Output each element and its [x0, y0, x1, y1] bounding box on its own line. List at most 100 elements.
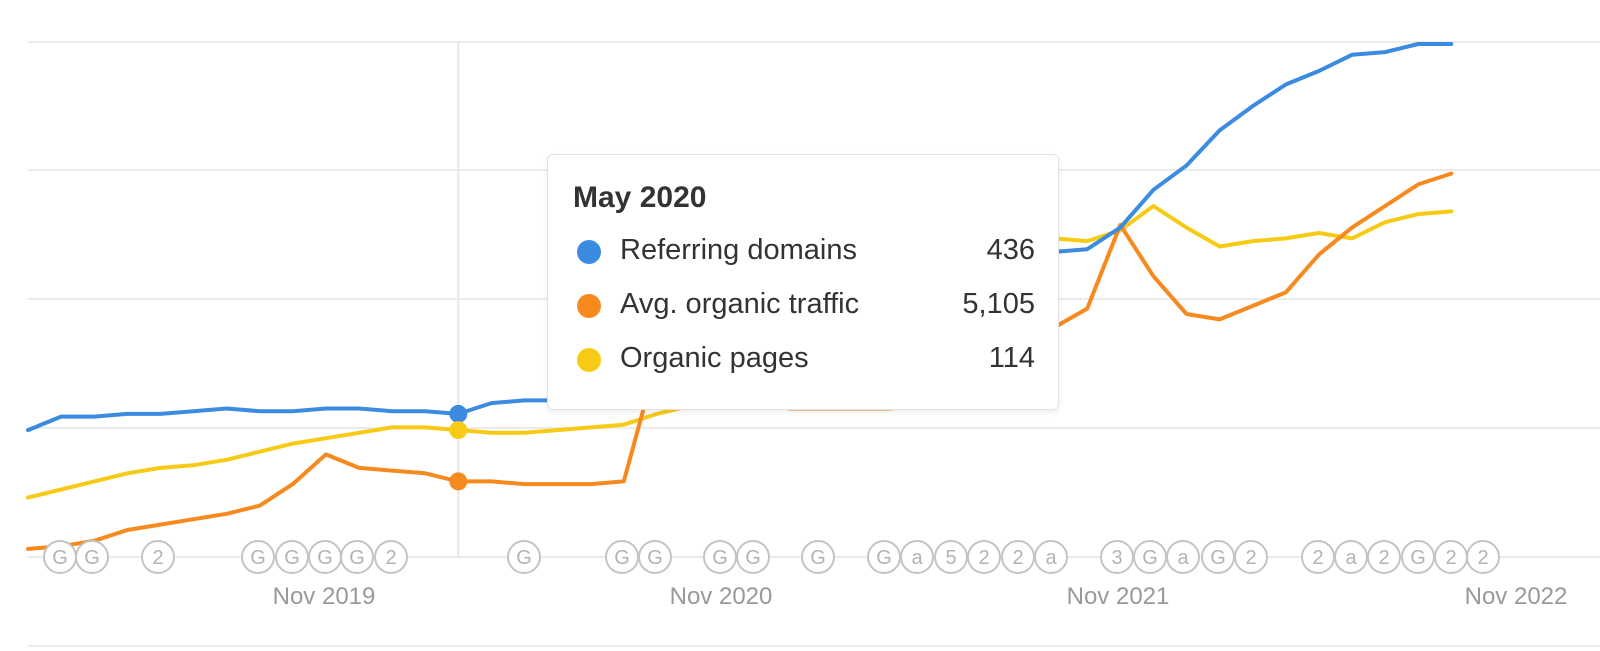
- event-marker-circle: [967, 540, 1001, 574]
- event-marker-label: 2: [1445, 547, 1456, 569]
- event-marker[interactable]: 2: [374, 540, 408, 574]
- event-marker[interactable]: 2: [141, 540, 175, 574]
- legend-dot-avg-organic-traffic: [577, 294, 601, 318]
- event-marker[interactable]: G: [1201, 540, 1235, 574]
- tooltip: May 2020 Referring domains 436 Avg. orga…: [547, 154, 1059, 410]
- event-marker[interactable]: G: [507, 540, 541, 574]
- event-marker[interactable]: G: [340, 540, 374, 574]
- event-marker-label: 2: [1245, 547, 1256, 569]
- event-marker-label: G: [52, 547, 68, 569]
- event-marker[interactable]: 2: [1434, 540, 1468, 574]
- event-marker-circle: [736, 540, 770, 574]
- x-tick-label: Nov 2022: [1465, 583, 1568, 610]
- highlight-point-avg-organic-traffic: [449, 472, 468, 491]
- event-marker[interactable]: 2: [1001, 540, 1035, 574]
- event-marker-circle: [241, 540, 275, 574]
- event-marker-label: G: [810, 547, 826, 569]
- event-marker[interactable]: a: [1034, 540, 1068, 574]
- event-marker[interactable]: G: [638, 540, 672, 574]
- tooltip-row-referring-domains: Referring domains 436: [573, 233, 1035, 273]
- highlight-point-referring-domains: [449, 404, 468, 423]
- event-marker-label: a: [1045, 547, 1057, 569]
- tooltip-title: May 2020: [573, 181, 707, 214]
- event-marker-label: 5: [945, 547, 956, 569]
- event-marker[interactable]: 5: [934, 540, 968, 574]
- tooltip-label: Referring domains: [620, 234, 857, 266]
- event-marker-label: G: [349, 547, 365, 569]
- event-marker-circle: [1466, 540, 1500, 574]
- event-marker[interactable]: G: [1133, 540, 1167, 574]
- event-marker[interactable]: 2: [1466, 540, 1500, 574]
- event-marker-circle: [1034, 540, 1068, 574]
- event-marker-circle: [1166, 540, 1200, 574]
- event-marker-label: 2: [1312, 547, 1323, 569]
- event-marker-label: G: [250, 547, 266, 569]
- event-marker[interactable]: G: [1401, 540, 1435, 574]
- event-marker[interactable]: 2: [1234, 540, 1268, 574]
- tooltip-value: 5,105: [962, 288, 1035, 320]
- event-marker[interactable]: G: [241, 540, 275, 574]
- tooltip-label: Organic pages: [620, 342, 809, 374]
- tooltip-label: Avg. organic traffic: [620, 288, 860, 320]
- event-marker[interactable]: G: [308, 540, 342, 574]
- event-marker-label: 2: [1012, 547, 1023, 569]
- highlight-point-organic-pages: [449, 421, 468, 440]
- event-marker-circle: [638, 540, 672, 574]
- event-marker-label: G: [516, 547, 532, 569]
- event-marker-label: 3: [1111, 547, 1122, 569]
- event-marker-label: G: [876, 547, 892, 569]
- event-marker[interactable]: a: [1334, 540, 1368, 574]
- event-marker-circle: [900, 540, 934, 574]
- legend-dot-organic-pages: [577, 348, 601, 372]
- event-marker-label: a: [1345, 547, 1357, 569]
- event-marker-label: G: [745, 547, 761, 569]
- event-marker[interactable]: G: [736, 540, 770, 574]
- event-marker-label: G: [647, 547, 663, 569]
- event-marker-circle: [374, 540, 408, 574]
- tooltip-value: 114: [988, 342, 1035, 374]
- event-marker[interactable]: a: [900, 540, 934, 574]
- event-marker-circle: [1234, 540, 1268, 574]
- event-marker[interactable]: G: [703, 540, 737, 574]
- event-marker[interactable]: 2: [1367, 540, 1401, 574]
- x-tick-label: Nov 2019: [273, 583, 376, 610]
- event-marker-circle: [141, 540, 175, 574]
- event-marker-label: G: [1210, 547, 1226, 569]
- event-marker-label: G: [614, 547, 630, 569]
- event-marker[interactable]: G: [75, 540, 109, 574]
- event-marker-label: G: [712, 547, 728, 569]
- event-marker[interactable]: G: [867, 540, 901, 574]
- x-tick-label: Nov 2021: [1067, 583, 1170, 610]
- event-marker[interactable]: a: [1166, 540, 1200, 574]
- legend-dot-referring-domains: [577, 240, 601, 264]
- event-marker-label: 2: [385, 547, 396, 569]
- tooltip-row-avg-organic-traffic: Avg. organic traffic 5,105: [573, 287, 1035, 327]
- tooltip-value: 436: [986, 234, 1035, 266]
- event-marker[interactable]: 2: [967, 540, 1001, 574]
- event-marker-label: 2: [1378, 547, 1389, 569]
- highlight-points: [449, 404, 468, 491]
- event-marker-label: G: [317, 547, 333, 569]
- x-axis-ticks: Nov 2019 Nov 2020 Nov 2021 Nov 2022: [273, 583, 1568, 610]
- event-marker-circle: [1367, 540, 1401, 574]
- event-marker-circle: [801, 540, 835, 574]
- event-marker-label: a: [911, 547, 923, 569]
- event-marker[interactable]: G: [275, 540, 309, 574]
- event-marker-circle: [507, 540, 541, 574]
- event-marker[interactable]: 3: [1100, 540, 1134, 574]
- event-marker-label: 2: [152, 547, 163, 569]
- event-marker[interactable]: G: [43, 540, 77, 574]
- event-marker[interactable]: G: [801, 540, 835, 574]
- event-marker-label: G: [1142, 547, 1158, 569]
- event-marker[interactable]: G: [605, 540, 639, 574]
- event-marker-label: 2: [1477, 547, 1488, 569]
- event-marker-circle: [75, 540, 109, 574]
- event-marker-label: G: [84, 547, 100, 569]
- event-marker-label: a: [1177, 547, 1189, 569]
- event-marker-circle: [340, 540, 374, 574]
- event-marker[interactable]: 2: [1301, 540, 1335, 574]
- tooltip-row-organic-pages: Organic pages 114: [573, 341, 1035, 381]
- event-marker-label: G: [1410, 547, 1426, 569]
